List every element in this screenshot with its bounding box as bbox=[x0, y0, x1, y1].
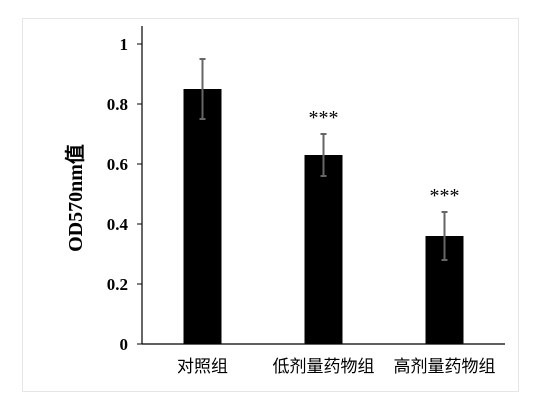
significance-marker: *** bbox=[309, 107, 339, 129]
y-tick-label: 0.4 bbox=[107, 215, 129, 234]
y-axis-label: OD570nm值 bbox=[63, 144, 87, 252]
y-tick-label: 0.6 bbox=[107, 155, 128, 174]
x-tick-label: 对照组 bbox=[177, 357, 228, 376]
x-tick-label: 低剂量药物组 bbox=[273, 357, 375, 376]
error-bars bbox=[199, 58, 448, 261]
significance-annotations: *** *** bbox=[309, 107, 460, 207]
bar bbox=[304, 155, 343, 344]
bars bbox=[183, 89, 464, 344]
y-tick-label: 0 bbox=[120, 335, 129, 354]
y-tick-label: 0.2 bbox=[107, 275, 128, 294]
bar bbox=[183, 89, 222, 344]
x-axis-labels: 对照组 低剂量药物组 高剂量药物组 bbox=[177, 357, 496, 376]
chart-border bbox=[22, 18, 519, 392]
significance-marker: *** bbox=[430, 185, 460, 207]
y-tick-label: 0.8 bbox=[107, 95, 128, 114]
y-tick-label: 1 bbox=[120, 35, 129, 54]
x-tick-label: 高剂量药物组 bbox=[394, 357, 496, 376]
